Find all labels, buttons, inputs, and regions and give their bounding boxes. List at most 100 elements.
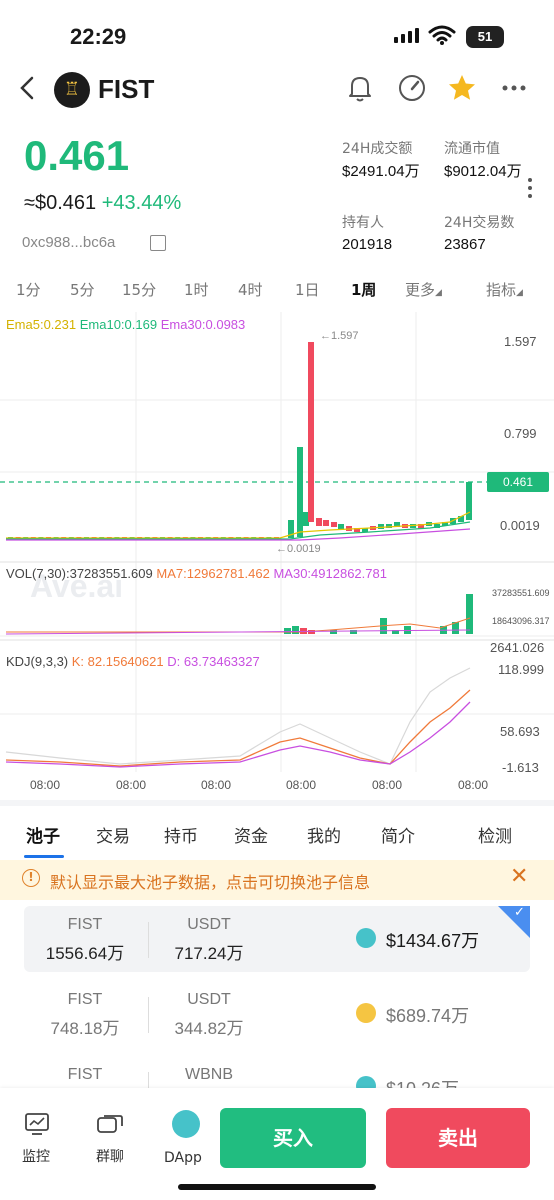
price-chart[interactable]: [0, 312, 554, 798]
pool-token-b: USDT: [187, 916, 231, 933]
notice-bar[interactable]: [0, 860, 554, 900]
x-label-5: 08:00: [372, 778, 403, 792]
ema10-label: Ema10:0.169: [79, 317, 158, 332]
vertical-more-icon[interactable]: [528, 178, 532, 202]
x-label-2: 08:00: [116, 778, 147, 792]
volume-legend: VOL(7,30):37283551.609 MA7:12962781.462 …: [6, 566, 387, 581]
more-icon[interactable]: [498, 72, 530, 104]
pancakeswap-icon: [356, 928, 376, 948]
tab-underline: [24, 855, 64, 858]
tf-indicators[interactable]: 指标◢: [486, 279, 523, 300]
back-button[interactable]: [18, 74, 38, 109]
kdj-tick-mid: 58.693: [500, 724, 540, 739]
check-icon: ✓: [514, 905, 525, 920]
volume-bar: [284, 628, 291, 634]
tab-mine[interactable]: 我的: [307, 827, 341, 847]
volume-bar: [350, 630, 357, 634]
tf-1d[interactable]: 1日: [295, 281, 320, 299]
cellular-signal-icon: [394, 28, 419, 43]
watermark: Ave.ai: [30, 568, 124, 604]
chevron-left-icon: [20, 76, 34, 100]
candle: [354, 528, 360, 532]
stat-mcap-label: 流通市值: [444, 141, 500, 157]
x-label-4: 08:00: [286, 778, 317, 792]
candle: [303, 512, 309, 526]
nav-dapp-label[interactable]: DApp: [164, 1150, 202, 1166]
ema5-label: Ema5:0.231: [6, 317, 77, 332]
vol-tick-high: 37283551.609: [492, 588, 550, 598]
x-label-1: 08:00: [30, 778, 61, 792]
tf-indicators-label: 指标: [486, 281, 517, 299]
tab-holders[interactable]: 持币: [164, 827, 198, 847]
sell-button[interactable]: 卖出: [386, 1108, 530, 1168]
pool-token-a: FIST: [67, 1066, 103, 1083]
selected-corner: [498, 906, 530, 938]
volume-bar: [404, 626, 411, 634]
monitor-icon[interactable]: [24, 1112, 50, 1136]
candle: [331, 522, 337, 527]
y-tick-high: 1.597: [504, 334, 537, 349]
min-annotation: ←0.0019: [276, 543, 321, 555]
fist-swap-icon: [356, 1003, 376, 1023]
chat-icon[interactable]: [96, 1112, 124, 1136]
vol-tick-low: 2641.026: [490, 640, 545, 655]
candle: [442, 522, 448, 526]
nav-monitor-label[interactable]: 监控: [22, 1149, 50, 1165]
candle: [308, 342, 314, 522]
triangle-down-icon: ◢: [435, 288, 442, 298]
bell-icon[interactable]: [344, 72, 376, 104]
pool-token-a: FIST: [67, 916, 103, 933]
tf-1m[interactable]: 1分: [16, 281, 41, 299]
x-label-6: 08:00: [458, 778, 489, 792]
kdj-k-label: K: 82.15640621: [71, 654, 164, 669]
stat-volume-value: $2491.04万: [342, 163, 420, 180]
copy-icon[interactable]: [150, 235, 166, 251]
candle: [297, 447, 303, 537]
usd-price: ≈$0.461: [24, 192, 97, 214]
gauge-icon[interactable]: [396, 72, 428, 104]
vol-label: VOL(7,30):37283551.609: [6, 566, 153, 581]
pool-divider: [148, 997, 149, 1033]
pancakeswap-icon[interactable]: [172, 1110, 200, 1138]
nav-group-label[interactable]: 群聊: [96, 1149, 124, 1165]
warning-icon: !: [22, 869, 40, 887]
notice-text: 默认显示最大池子数据，点击可切换池子信息: [50, 873, 371, 892]
pool-token-b: WBNB: [185, 1066, 233, 1083]
pool-row[interactable]: [24, 906, 530, 972]
stat-volume-label: 24H成交额: [342, 141, 413, 157]
tf-more[interactable]: 更多◢: [405, 279, 442, 300]
kdj-label: KDJ(9,3,3): [6, 654, 69, 669]
tf-more-label: 更多: [405, 281, 436, 299]
tab-pools[interactable]: 池子: [26, 827, 60, 847]
tab-trades[interactable]: 交易: [96, 827, 130, 847]
tab-security[interactable]: 检测: [478, 827, 512, 847]
star-icon[interactable]: [446, 72, 478, 104]
candle: [466, 482, 472, 520]
tf-1h[interactable]: 1时: [184, 281, 209, 299]
pool-value: $1434.67万: [386, 931, 480, 951]
tab-intro[interactable]: 简介: [381, 827, 415, 847]
home-indicator[interactable]: [178, 1184, 376, 1190]
pool-amount-b: 717.24万: [174, 944, 244, 963]
tf-15m[interactable]: 15分: [122, 281, 157, 299]
tab-funds[interactable]: 资金: [234, 827, 268, 847]
stat-txcount-value: 23867: [444, 236, 486, 253]
candle: [316, 518, 322, 526]
candle: [378, 524, 384, 529]
pool-amount-a: 1556.64万: [45, 944, 125, 963]
pool-amount-a: 748.18万: [50, 1019, 120, 1038]
vol-tick-mid: 18643096.317: [492, 616, 550, 626]
current-price: 0.461: [24, 132, 130, 179]
triangle-down-icon: ◢: [516, 288, 523, 298]
tf-1w[interactable]: 1周: [351, 281, 377, 299]
buy-button[interactable]: 买入: [220, 1108, 366, 1168]
contract-address: 0xc988...bc6a: [22, 234, 116, 251]
tf-4h[interactable]: 4时: [238, 281, 263, 299]
volume-bar: [330, 630, 337, 634]
tf-5m[interactable]: 5分: [70, 281, 95, 299]
close-icon[interactable]: ✕: [510, 864, 529, 889]
ema-legend: Ema5:0.231 Ema10:0.169 Ema30:0.0983: [6, 317, 245, 332]
pool-token-b: USDT: [187, 991, 231, 1008]
volume-bar: [308, 630, 315, 634]
candle: [362, 528, 368, 532]
